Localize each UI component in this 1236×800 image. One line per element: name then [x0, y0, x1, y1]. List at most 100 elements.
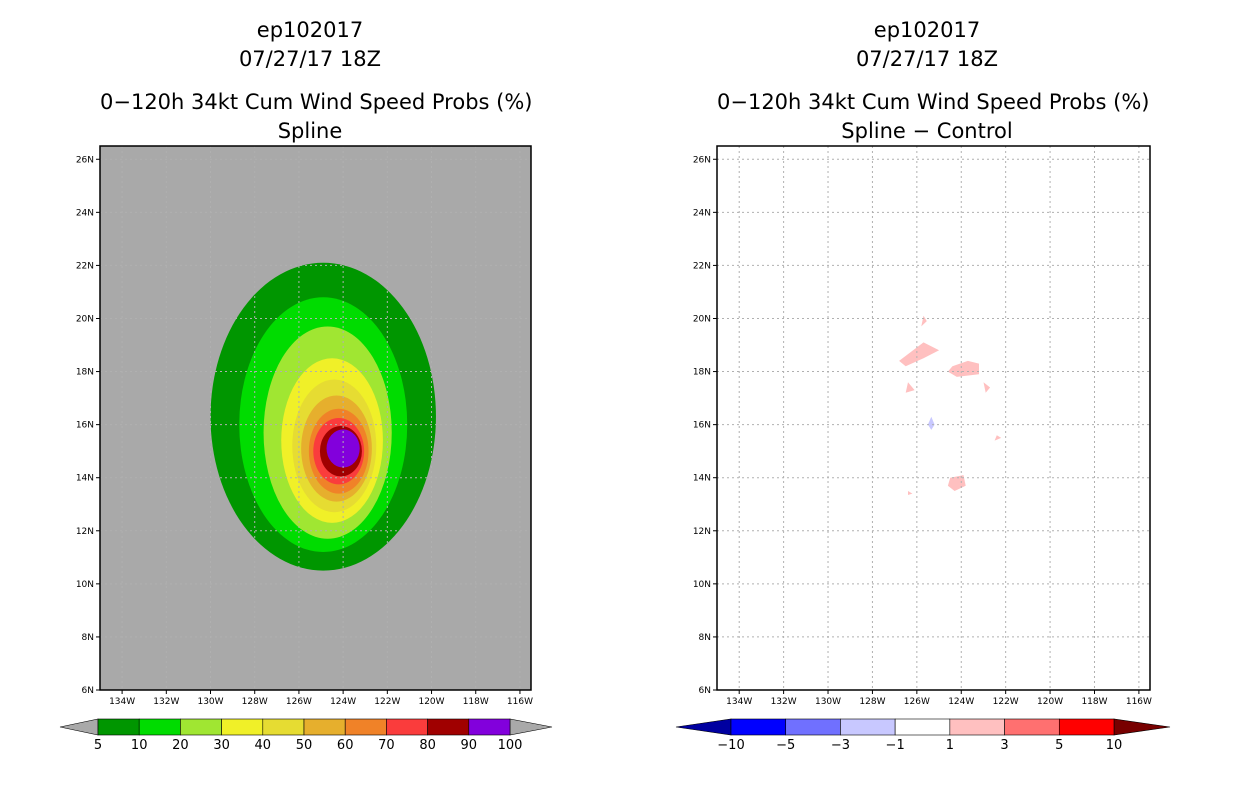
colorbar-swatch — [949, 718, 1005, 736]
colorbar-swatch — [303, 718, 346, 736]
x-tick-label: 120W — [418, 697, 444, 707]
difference-patch-positive — [899, 342, 940, 367]
colorbar-label: 1 — [946, 738, 954, 753]
colorbar-swatch — [221, 718, 264, 736]
colorbar-label: 100 — [498, 738, 523, 753]
x-tick-label: 132W — [771, 697, 797, 707]
y-tick-label: 14N — [76, 474, 94, 484]
difference-patch-positive — [908, 491, 913, 495]
y-tick-label: 22N — [693, 261, 711, 271]
left-panel-title-block: ep102017 07/27/17 18Z 0−120h 34kt Cum Wi… — [100, 16, 533, 146]
y-tick-label: 26N — [693, 155, 711, 165]
colorbar-label: 10 — [1106, 738, 1123, 753]
colorbar-right-arrow — [1113, 718, 1171, 736]
colorbar-swatch — [386, 718, 428, 736]
right-panel-title-block: ep102017 07/27/17 18Z 0−120h 34kt Cum Wi… — [717, 16, 1150, 146]
x-tick-label: 116W — [507, 697, 533, 707]
left-datetime: 07/27/17 18Z — [238, 47, 382, 71]
probability-contour-90 — [326, 429, 360, 468]
y-tick-label: 12N — [76, 527, 94, 537]
x-tick-label: 134W — [109, 697, 135, 707]
x-tick-label: 130W — [815, 697, 841, 707]
colorbar-label: 50 — [296, 738, 313, 753]
x-tick-label: 120W — [1037, 697, 1063, 707]
right-storm-id: ep102017 — [873, 18, 981, 42]
spline-panel: 134W 132W 130W 128W 126W 124W 122W 120W 118W 116W… — [59, 145, 553, 753]
colorbar-label: −10 — [717, 738, 744, 753]
x-tick-label: 122W — [374, 697, 400, 707]
y-tick-label: 20N — [693, 314, 711, 324]
x-tick-label: 130W — [197, 697, 223, 707]
colorbar-label: 5 — [94, 738, 102, 753]
colorbar-swatch — [1004, 718, 1060, 736]
colorbar-left-arrow — [675, 718, 732, 736]
difference-patch-positive — [905, 382, 915, 393]
colorbar-label: −1 — [886, 738, 905, 753]
y-tick-label: 18N — [693, 368, 711, 378]
colorbar-label: 90 — [461, 738, 478, 753]
colorbar-swatch — [468, 718, 511, 736]
y-tick-label: 8N — [699, 633, 711, 643]
difference-panel: 134W 132W 130W 128W 126W 124W 122W 120W 118W 116W… — [675, 145, 1171, 753]
colorbar-label: −3 — [831, 738, 850, 753]
colorbar-right-arrow — [509, 718, 553, 736]
colorbar-label: 20 — [172, 738, 189, 753]
x-tick-label: 116W — [1126, 697, 1152, 707]
colorbar-swatch — [840, 718, 896, 736]
colorbar-swatch — [97, 718, 140, 736]
colorbar-swatch — [180, 718, 222, 736]
colorbar-swatch — [1058, 718, 1115, 736]
colorbar-swatch — [785, 718, 841, 736]
probability-colorbar: 5 10 20 30 40 50 60 70 80 90 100 — [59, 718, 553, 753]
x-tick-label: 118W — [1081, 697, 1107, 707]
colorbar-label: 10 — [131, 738, 148, 753]
difference-patch-negative — [927, 416, 935, 430]
left-chart-title: 0−120h 34kt Cum Wind Speed Probs (%) — [100, 90, 533, 114]
right-chart-title: 0−120h 34kt Cum Wind Speed Probs (%) — [717, 90, 1150, 114]
difference-patch-positive — [994, 435, 1002, 441]
colorbar-label: −5 — [776, 738, 795, 753]
y-tick-label: 18N — [76, 368, 94, 378]
y-tick-label: 14N — [693, 474, 711, 484]
x-tick-label: 122W — [993, 697, 1019, 707]
colorbar-label: 60 — [337, 738, 354, 753]
y-tick-label: 16N — [693, 421, 711, 431]
plot-frame — [716, 145, 1151, 691]
colorbar-label: 40 — [255, 738, 272, 753]
x-tick-label: 134W — [726, 697, 752, 707]
plot-frame — [99, 145, 532, 691]
difference-patch-positive — [947, 360, 979, 377]
y-tick-label: 10N — [76, 580, 94, 590]
colorbar-left-arrow — [59, 718, 99, 736]
colorbar-swatch — [344, 718, 387, 736]
y-tick-label: 24N — [693, 208, 711, 218]
y-tick-label: 6N — [699, 686, 711, 696]
x-tick-label: 124W — [948, 697, 974, 707]
y-tick-label: 10N — [693, 580, 711, 590]
colorbar-label: 80 — [419, 738, 436, 753]
colorbar-swatch — [138, 718, 181, 736]
difference-patch-positive — [921, 315, 927, 327]
y-tick-label: 24N — [76, 208, 94, 218]
x-tick-label: 128W — [859, 697, 885, 707]
colorbar-label: 3 — [1000, 738, 1008, 753]
right-chart-subtitle: Spline − Control — [841, 119, 1013, 143]
colorbar-swatch — [730, 718, 787, 736]
colorbar-swatch — [262, 718, 305, 736]
difference-patch-positive — [983, 382, 991, 393]
colorbar-swatch — [427, 718, 470, 736]
colorbar-label: 5 — [1055, 738, 1063, 753]
y-tick-label: 6N — [82, 686, 94, 696]
colorbar-label: 70 — [378, 738, 395, 753]
y-tick-label: 22N — [76, 261, 94, 271]
plot-background — [717, 146, 1150, 690]
x-tick-label: 132W — [153, 697, 179, 707]
left-chart-subtitle: Spline — [277, 119, 343, 143]
y-tick-label: 20N — [76, 314, 94, 324]
x-tick-label: 126W — [286, 697, 312, 707]
right-datetime: 07/27/17 18Z — [855, 47, 999, 71]
x-tick-label: 124W — [330, 697, 356, 707]
y-tick-label: 26N — [76, 155, 94, 165]
y-tick-label: 12N — [693, 527, 711, 537]
